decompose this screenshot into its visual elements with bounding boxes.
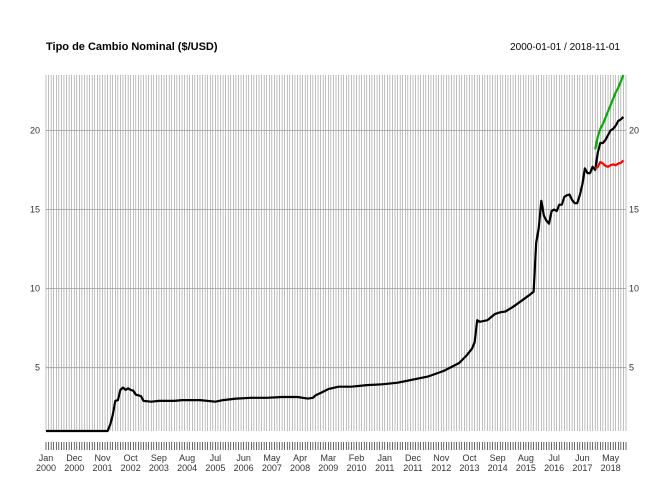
x-tick-year: 2013 <box>459 463 479 473</box>
x-tick-month: Dec <box>405 453 422 463</box>
x-tick-month: Oct <box>462 453 477 463</box>
x-tick-month: Jan <box>378 453 393 463</box>
x-tick-year: 2007 <box>262 463 282 473</box>
x-tick-month: Jul <box>548 453 560 463</box>
x-tick-month: May <box>602 453 620 463</box>
x-tick-year: 2011 <box>375 463 394 473</box>
x-axis-labels: Jan2000Dec2000Nov2001Oct2002Sep2003Aug20… <box>36 453 621 473</box>
x-tick-year: 2003 <box>149 463 169 473</box>
chart-series <box>46 74 625 433</box>
y-axis-right: 5 10 15 20 <box>629 125 639 372</box>
x-tick-month: Jul <box>210 453 222 463</box>
y-tick-label-right: 15 <box>629 204 639 214</box>
x-tick-month: Mar <box>321 453 337 463</box>
x-tick-year: 2004 <box>177 463 197 473</box>
y-tick-label-right: 20 <box>629 125 639 135</box>
x-tick-month: Nov <box>94 453 111 463</box>
chart-title: Tipo de Cambio Nominal ($/USD) <box>46 41 218 53</box>
x-tick-month: Sep <box>151 453 167 463</box>
y-axis-left: 5 10 15 20 <box>30 125 40 372</box>
y-tick-label-right: 10 <box>629 284 639 294</box>
chart-date-range: 2000-01-01 / 2018-11-01 <box>510 42 620 53</box>
x-tick-year: 2005 <box>205 463 225 473</box>
x-tick-month: Nov <box>433 453 450 463</box>
y-tick-label-left: 5 <box>35 363 40 373</box>
vertical-gridlines <box>45 75 627 431</box>
x-tick-month: Aug <box>518 453 534 463</box>
series-line <box>594 74 625 150</box>
x-tick-year: 2006 <box>234 463 254 473</box>
y-tick-label-left: 15 <box>30 204 40 214</box>
x-tick-year: 2018 <box>601 463 621 473</box>
x-tick-month: May <box>263 453 281 463</box>
x-tick-year: 2014 <box>488 463 508 473</box>
x-tick-year: 2017 <box>572 463 592 473</box>
x-tick-month: Sep <box>490 453 506 463</box>
x-tick-year: 2016 <box>544 463 564 473</box>
x-tick-year: 2001 <box>92 463 112 473</box>
x-tick-year: 2002 <box>121 463 141 473</box>
x-axis-minor-ticks <box>45 442 627 450</box>
x-tick-year: 2009 <box>318 463 338 473</box>
x-tick-month: Jun <box>575 453 590 463</box>
series-line <box>46 116 625 433</box>
horizontal-gridlines <box>46 129 626 369</box>
x-tick-year: 2000 <box>36 463 56 473</box>
x-tick-month: Feb <box>349 453 365 463</box>
y-tick-label-right: 5 <box>629 363 634 373</box>
x-tick-year: 2008 <box>290 463 310 473</box>
y-tick-label-left: 20 <box>30 125 40 135</box>
x-tick-year: 2010 <box>347 463 367 473</box>
x-tick-month: Apr <box>293 453 307 463</box>
x-tick-month: Jan <box>39 453 54 463</box>
x-tick-year: 2011 <box>403 463 422 473</box>
series-line <box>594 159 625 170</box>
x-tick-year: 2000 <box>64 463 84 473</box>
x-tick-month: Dec <box>66 453 83 463</box>
x-tick-year: 2012 <box>431 463 451 473</box>
x-tick-month: Aug <box>179 453 195 463</box>
y-tick-label-left: 10 <box>30 284 40 294</box>
x-tick-month: Jun <box>236 453 251 463</box>
x-tick-year: 2015 <box>516 463 536 473</box>
x-tick-month: Oct <box>124 453 139 463</box>
